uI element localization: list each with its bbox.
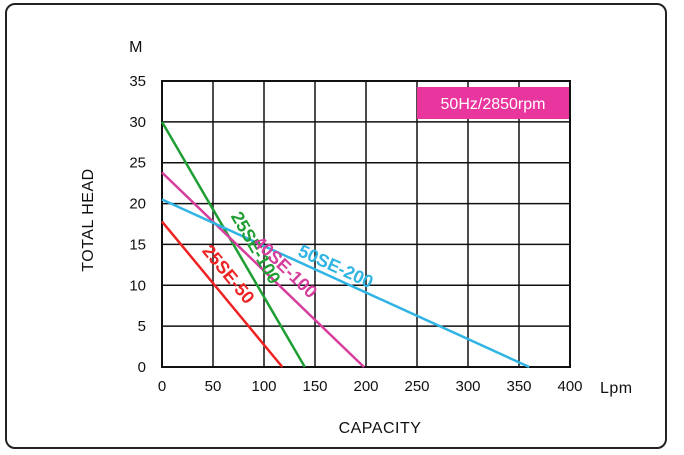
x-tick-label: 50 bbox=[205, 378, 222, 395]
y-tick-label: 5 bbox=[138, 318, 146, 335]
chart-frame bbox=[5, 3, 667, 449]
y-tick-label: 15 bbox=[129, 236, 146, 253]
y-axis-title: TOTAL HEAD bbox=[80, 168, 97, 271]
x-unit-label: Lpm bbox=[600, 380, 633, 397]
annotation-text: 50Hz/2850rpm bbox=[441, 96, 546, 113]
x-tick-label: 250 bbox=[404, 378, 429, 395]
y-unit-label: M bbox=[129, 39, 143, 56]
x-axis-title: CAPACITY bbox=[339, 420, 422, 437]
series-line-25se-100 bbox=[160, 121, 306, 368]
x-tick-labels: 0 50 100 150 200 250 300 350 400 bbox=[158, 378, 583, 395]
x-tick-label: 300 bbox=[455, 378, 480, 395]
grid bbox=[161, 80, 571, 368]
y-tick-label: 10 bbox=[129, 277, 146, 294]
y-tick-label: 25 bbox=[129, 155, 146, 172]
x-tick-label: 400 bbox=[557, 378, 582, 395]
y-tick-label: 0 bbox=[138, 359, 146, 376]
series-line-50se-200 bbox=[161, 198, 530, 369]
x-tick-label: 0 bbox=[158, 378, 166, 395]
series-lines bbox=[160, 121, 530, 369]
series-line-25se-50 bbox=[161, 220, 284, 368]
y-tick-label: 35 bbox=[129, 73, 146, 90]
y-tick-label: 20 bbox=[129, 196, 146, 213]
y-tick-labels: 0 5 10 15 20 25 30 35 bbox=[129, 73, 146, 376]
x-tick-label: 350 bbox=[506, 378, 531, 395]
y-tick-label: 30 bbox=[129, 114, 146, 131]
series-line-40se-100 bbox=[161, 171, 365, 368]
annotation-box bbox=[417, 87, 569, 119]
x-tick-label: 100 bbox=[251, 378, 276, 395]
x-tick-label: 150 bbox=[302, 378, 327, 395]
x-tick-label: 200 bbox=[353, 378, 378, 395]
